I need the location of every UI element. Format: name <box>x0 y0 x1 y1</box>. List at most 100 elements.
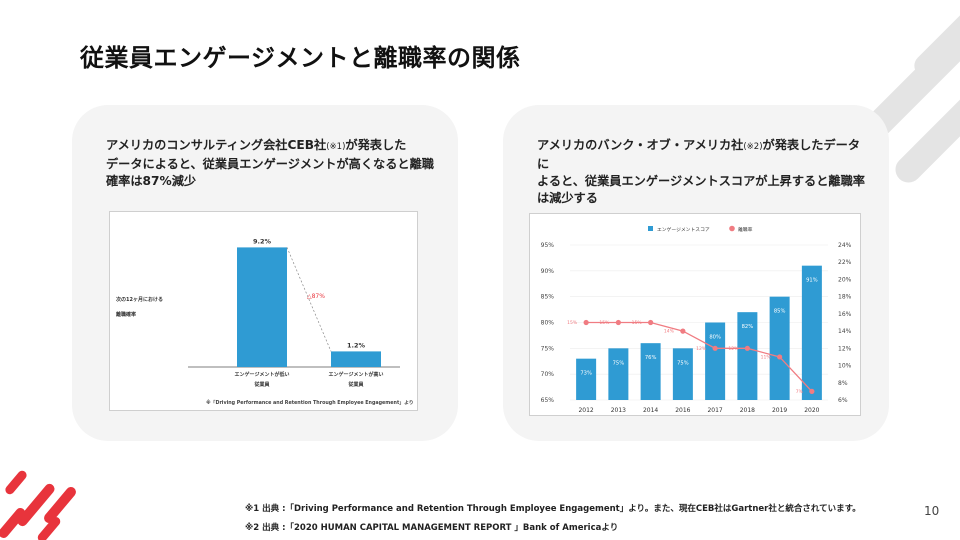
boa-bar-value: 82% <box>742 324 754 330</box>
footnotes: ※1 出典 :「Driving Performance and Retentio… <box>245 500 861 538</box>
boa-turnover-point <box>777 354 783 360</box>
ceb-text-line3: 確率は87%減少 <box>106 174 197 188</box>
ceb-card-description: アメリカのコンサルティング会社CEB社(※1)が発表した データによると、従業員… <box>106 137 436 190</box>
boa-turnover-point <box>680 328 686 334</box>
boa-x-label: 2018 <box>740 407 755 414</box>
ceb-source: ※「Driving Performance and Retention Thro… <box>206 399 414 406</box>
ceb-connector-line <box>286 247 332 352</box>
boa-turnover-value: 15% <box>567 320 578 326</box>
boa-x-label: 2020 <box>804 407 819 414</box>
ceb-chart-svg: 次の12ヶ月における離職確率9.2%エンゲージメントが低い従業員1.2%エンゲー… <box>116 237 414 406</box>
boa-turnover-value: 11% <box>761 354 772 360</box>
boa-turnover-value: 12% <box>728 346 739 352</box>
boa-x-label: 2017 <box>707 407 722 414</box>
ceb-category-label: 従業員 <box>253 381 269 388</box>
boa-legend-line-swatch <box>729 225 735 232</box>
boa-card-description: アメリカのバンク・オブ・アメリカ社(※2)が発表したデータに よると、従業員エン… <box>537 137 867 207</box>
ceb-ylabel: 離職確率 <box>116 311 136 318</box>
boa-bar-value: 73% <box>580 371 592 377</box>
boa-bar-value: 76% <box>645 355 657 361</box>
ceb-text-line1-end: が発表した <box>345 138 407 152</box>
boa-turnover-point <box>744 345 750 351</box>
boa-turnover-point <box>583 319 589 326</box>
ceb-card: アメリカのコンサルティング会社CEB社(※1)が発表した データによると、従業員… <box>72 105 458 441</box>
boa-left-tick: 80% <box>541 320 555 327</box>
boa-left-tick: 70% <box>541 371 555 378</box>
boa-text-line1-end: が発表したデータに <box>537 138 861 171</box>
ceb-ylabel: 次の12ヶ月における <box>116 296 163 303</box>
ceb-bar-value: 9.2% <box>253 237 272 245</box>
boa-turnover-point <box>615 319 621 326</box>
footnote-2: ※2 出典 :「2020 HUMAN CAPITAL MANAGEMENT RE… <box>245 523 619 533</box>
boa-right-tick: 22% <box>838 259 852 266</box>
boa-bar <box>737 312 758 400</box>
boa-chart: エンゲージメントスコア 離職率 65% 70% 75% 80% 85% 90% 95% 6% 8% 1… <box>529 213 861 416</box>
boa-text-line2: よると、従業員エンゲージメントスコアが上昇すると離職率 <box>537 174 865 188</box>
boa-turnover-value: 12% <box>696 346 707 352</box>
boa-turnover-value: 14% <box>664 329 675 335</box>
ceb-bar <box>237 247 287 367</box>
decorative-dash <box>3 468 29 497</box>
boa-x-label: 2016 <box>675 407 690 414</box>
boa-bar-value: 75% <box>677 360 689 366</box>
boa-bar <box>576 358 597 400</box>
boa-left-tick: 75% <box>541 345 555 352</box>
boa-bar <box>769 296 790 400</box>
boa-bar <box>640 343 661 400</box>
ceb-bar-value: 1.2% <box>347 341 366 349</box>
boa-bar <box>801 265 822 400</box>
page-number: 10 <box>924 504 940 518</box>
boa-right-tick: 6% <box>838 397 848 404</box>
boa-turnover-point <box>712 345 718 351</box>
decorative-stripe <box>909 0 960 82</box>
boa-bar-value: 75% <box>613 360 625 366</box>
boa-right-tick: 14% <box>838 328 852 335</box>
boa-x-label: 2013 <box>611 407 626 414</box>
ceb-bar <box>331 351 381 367</box>
boa-x-label: 2012 <box>578 407 593 414</box>
boa-turnover-line <box>586 321 813 392</box>
ceb-reduction-annotation: △87% <box>307 293 325 300</box>
boa-turnover-value: 7% <box>796 389 804 395</box>
boa-left-tick: 90% <box>541 268 555 275</box>
boa-turnover-point <box>809 388 815 394</box>
boa-bar <box>705 322 726 400</box>
boa-legend-bar-label: エンゲージメントスコア <box>657 226 710 233</box>
boa-bar-value: 80% <box>709 335 721 341</box>
boa-right-tick: 12% <box>838 345 852 352</box>
ceb-category-label: 従業員 <box>347 381 363 388</box>
boa-right-tick: 16% <box>838 311 852 318</box>
boa-legend-bar-swatch <box>648 226 653 231</box>
ceb-text-line2: データによると、従業員エンゲージメントが高くなると離職 <box>106 157 434 171</box>
boa-text-line1: アメリカのバンク・オブ・アメリカ社 <box>537 138 744 152</box>
boa-card: アメリカのバンク・オブ・アメリカ社(※2)が発表したデータに よると、従業員エン… <box>503 105 889 441</box>
boa-turnover-point <box>648 319 654 326</box>
footnote-ref-1: (※1) <box>326 142 346 152</box>
boa-x-label: 2014 <box>643 407 658 414</box>
boa-bar-value: 85% <box>774 309 786 315</box>
ceb-category-label: エンゲージメントが低い <box>235 371 290 378</box>
boa-right-tick: 18% <box>838 294 852 301</box>
boa-text-line3: は減少する <box>537 191 598 205</box>
boa-x-label: 2019 <box>772 407 787 414</box>
boa-left-tick: 85% <box>541 294 555 301</box>
boa-turnover-value: 15% <box>632 320 643 326</box>
ceb-text-line1: アメリカのコンサルティング会社CEB社 <box>106 138 327 152</box>
boa-bar <box>608 348 629 400</box>
slide-title: 従業員エンゲージメントと離職率の関係 <box>80 44 521 72</box>
boa-left-tick: 65% <box>541 397 555 404</box>
boa-chart-svg: エンゲージメントスコア 離職率 65% 70% 75% 80% 85% 90% 95% 6% 8% 1… <box>541 225 852 414</box>
footnote-ref-2: (※2) <box>743 142 763 152</box>
boa-turnover-value: 15% <box>599 320 610 326</box>
boa-right-tick: 8% <box>838 380 848 387</box>
boa-right-tick: 20% <box>838 276 852 283</box>
boa-bar-value: 91% <box>806 278 818 284</box>
boa-left-tick: 95% <box>541 242 555 249</box>
boa-right-tick: 10% <box>838 363 852 370</box>
ceb-category-label: エンゲージメントが高い <box>329 371 384 378</box>
boa-legend-line-label: 離職率 <box>738 226 753 233</box>
boa-bar <box>672 348 693 400</box>
boa-right-tick: 24% <box>838 242 852 249</box>
footnote-1: ※1 出典 :「Driving Performance and Retentio… <box>245 504 861 514</box>
ceb-chart: 次の12ヶ月における 離職確率 9.2% エンゲージメントが低い 従業員 1.2% エンゲー… <box>109 211 418 411</box>
